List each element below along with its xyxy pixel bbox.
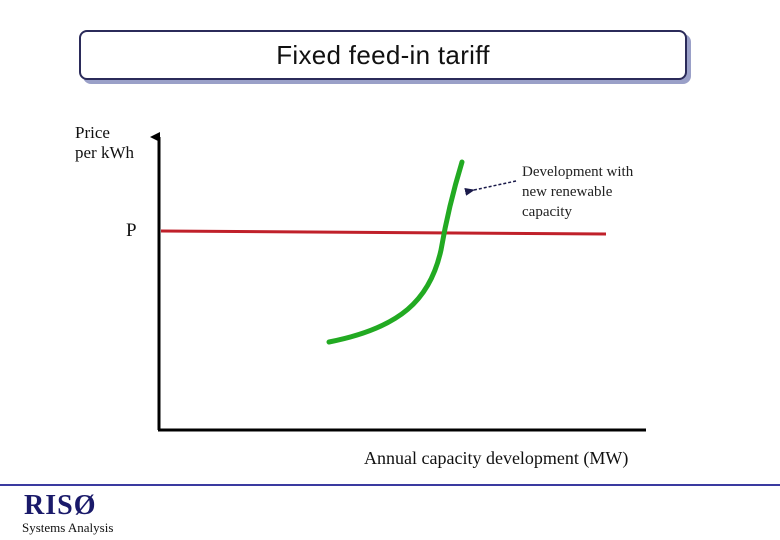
annotation-line1: Development with xyxy=(522,164,634,180)
y-axis-label: Price per kWh xyxy=(75,123,134,163)
price-level-label: P xyxy=(126,220,137,241)
y-axis-label-line2: per kWh xyxy=(75,143,135,162)
title-box: Fixed feed-in tariff xyxy=(79,30,687,80)
footer-divider xyxy=(0,484,780,486)
annotation-line2: new renewable xyxy=(522,184,613,200)
fixed-price-line xyxy=(160,229,607,236)
x-axis-label: Annual capacity development (MW) xyxy=(364,448,629,468)
riso-logo: RISØ xyxy=(24,490,97,521)
supply-curve xyxy=(326,159,465,345)
annotation-line3: capacity xyxy=(522,204,572,220)
arrow-left-icon xyxy=(464,180,517,196)
page-title: Fixed feed-in tariff xyxy=(276,39,490,70)
y-axis-label-line1: Price xyxy=(75,123,110,142)
logo-subtitle: Systems Analysis xyxy=(22,520,114,535)
annotation-text: Development with new renewable capacity xyxy=(522,162,633,222)
